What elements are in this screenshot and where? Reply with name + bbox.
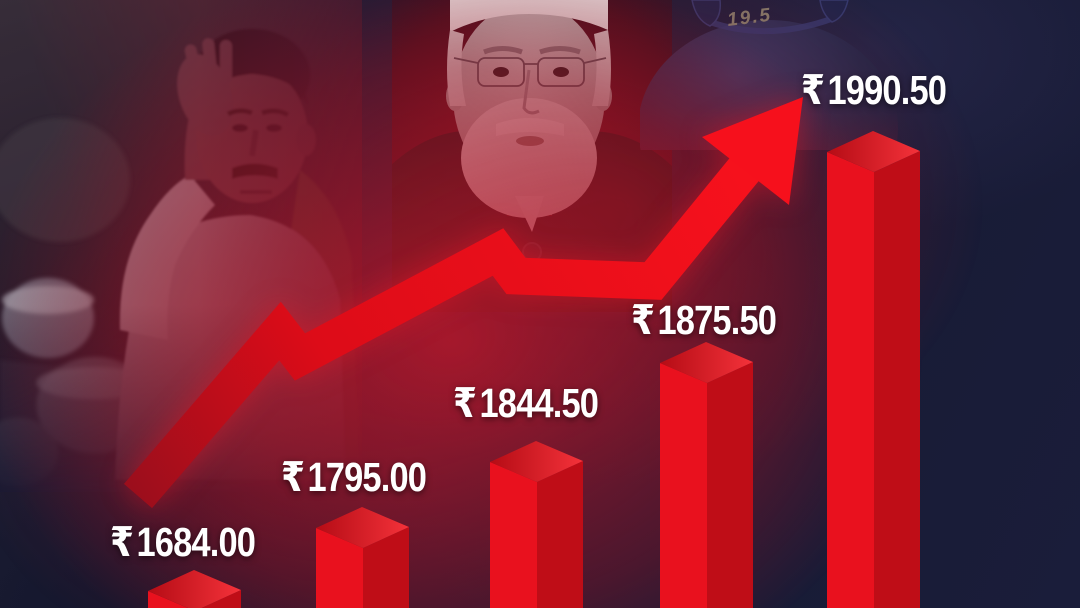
rupee-symbol: ₹ xyxy=(281,454,305,500)
price-bar-2 xyxy=(316,507,409,608)
price-value: 1990.50 xyxy=(827,67,947,113)
rupee-symbol: ₹ xyxy=(801,67,825,113)
bar-front-face xyxy=(490,462,537,608)
bar-side-face xyxy=(537,461,583,608)
rupee-symbol: ₹ xyxy=(453,380,477,426)
rupee-symbol: ₹ xyxy=(631,297,655,343)
price-label-5: ₹1990.50 xyxy=(801,66,947,114)
price-value: 1875.50 xyxy=(657,297,777,343)
bar-front-face xyxy=(660,363,707,608)
price-value: 1795.00 xyxy=(307,454,427,500)
price-bar-1 xyxy=(148,570,241,608)
price-label-1: ₹1684.00 xyxy=(110,518,256,566)
price-bar-3 xyxy=(490,441,583,608)
price-bar-4 xyxy=(660,342,753,608)
price-bar-5 xyxy=(827,131,920,608)
price-value: 1844.50 xyxy=(479,380,599,426)
bar-side-face xyxy=(707,362,753,608)
bar-side-face xyxy=(874,151,920,608)
price-label-3: ₹1844.50 xyxy=(453,379,599,427)
price-label-2: ₹1795.00 xyxy=(281,453,427,501)
price-value: 1684.00 xyxy=(136,519,256,565)
rupee-symbol: ₹ xyxy=(110,519,134,565)
bar-front-face xyxy=(827,152,874,608)
price-label-4: ₹1875.50 xyxy=(631,296,777,344)
